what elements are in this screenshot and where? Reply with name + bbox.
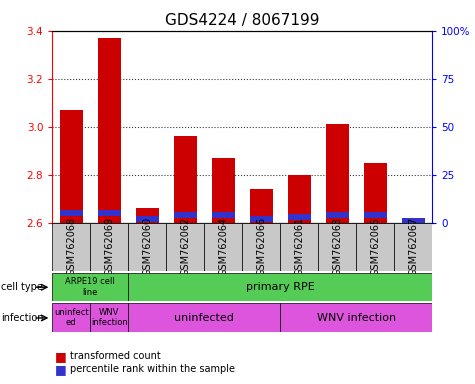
Bar xyxy=(98,38,121,223)
Bar xyxy=(212,212,235,218)
Bar xyxy=(288,175,311,223)
Bar xyxy=(128,303,280,332)
Text: GSM762065: GSM762065 xyxy=(370,217,380,276)
Text: GSM762063: GSM762063 xyxy=(332,217,342,276)
Text: GSM762069: GSM762069 xyxy=(104,217,114,276)
Bar xyxy=(280,303,432,332)
Bar xyxy=(128,273,432,301)
Bar xyxy=(212,158,235,223)
Bar xyxy=(136,216,159,222)
Bar xyxy=(52,303,90,332)
Bar xyxy=(98,210,121,216)
Bar xyxy=(394,223,432,271)
Bar xyxy=(136,209,159,223)
Bar xyxy=(250,189,273,223)
Text: infection: infection xyxy=(1,313,43,323)
Bar xyxy=(402,220,425,223)
Bar xyxy=(52,223,90,271)
Bar xyxy=(204,223,242,271)
Bar xyxy=(326,212,349,218)
Bar xyxy=(174,212,197,218)
Bar xyxy=(356,223,394,271)
Text: transformed count: transformed count xyxy=(70,351,161,361)
Bar xyxy=(90,223,128,271)
Text: uninfect
ed: uninfect ed xyxy=(54,308,88,328)
Bar xyxy=(174,136,197,223)
Bar xyxy=(60,110,83,223)
Text: ARPE19 cell
line: ARPE19 cell line xyxy=(66,277,115,297)
Bar xyxy=(288,214,311,220)
Bar xyxy=(242,223,280,271)
Bar xyxy=(128,223,166,271)
Text: uninfected: uninfected xyxy=(174,313,234,323)
Bar xyxy=(60,210,83,216)
Bar xyxy=(166,223,204,271)
Text: GSM762068: GSM762068 xyxy=(66,217,76,276)
Bar xyxy=(326,124,349,223)
Text: primary RPE: primary RPE xyxy=(246,282,314,292)
Bar xyxy=(280,223,318,271)
Bar xyxy=(52,273,128,301)
Text: ■: ■ xyxy=(55,350,66,363)
Bar xyxy=(250,216,273,222)
Text: percentile rank within the sample: percentile rank within the sample xyxy=(70,364,235,374)
Text: GSM762064: GSM762064 xyxy=(218,217,228,276)
Text: WNV
infection: WNV infection xyxy=(91,308,128,328)
Text: GSM762066: GSM762066 xyxy=(256,217,266,276)
Bar xyxy=(364,163,387,223)
Bar xyxy=(364,212,387,218)
Bar xyxy=(90,303,128,332)
Text: GSM762061: GSM762061 xyxy=(294,217,304,276)
Title: GDS4224 / 8067199: GDS4224 / 8067199 xyxy=(165,13,320,28)
Text: GSM762067: GSM762067 xyxy=(408,217,418,276)
Bar xyxy=(402,218,425,224)
Text: GSM762062: GSM762062 xyxy=(180,217,190,276)
Text: WNV infection: WNV infection xyxy=(317,313,396,323)
Text: GSM762060: GSM762060 xyxy=(142,217,152,276)
Text: cell type: cell type xyxy=(1,282,43,292)
Text: ■: ■ xyxy=(55,363,66,376)
Bar xyxy=(318,223,356,271)
